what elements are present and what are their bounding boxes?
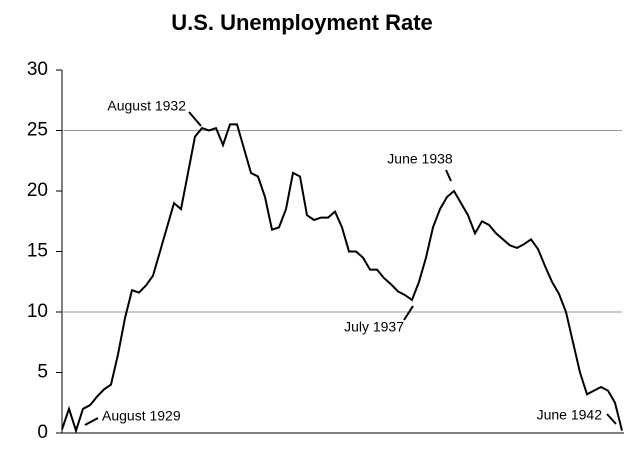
annotation: June 1938 [387,151,453,167]
y-tick-label: 10 [27,301,48,322]
y-tick-label: 30 [27,59,48,80]
annotation-leader [188,111,202,127]
y-tick-label: 15 [27,241,48,262]
annotation-leader [84,417,99,426]
chart-title: U.S. Unemployment Rate [171,10,433,35]
y-tick-label: 0 [37,422,48,443]
annotation: August 1932 [107,98,186,114]
annotation: July 1937 [344,319,404,335]
annotation-leader [606,413,617,425]
annotation: August 1929 [102,408,181,424]
data-line [61,123,623,434]
y-tick-label: 25 [27,120,48,141]
y-tick-label: 20 [27,180,48,201]
annotation: June 1942 [537,407,603,423]
annotation-leader [445,169,452,182]
y-tick-label: 5 [37,362,48,383]
annotation-leader [403,305,414,321]
